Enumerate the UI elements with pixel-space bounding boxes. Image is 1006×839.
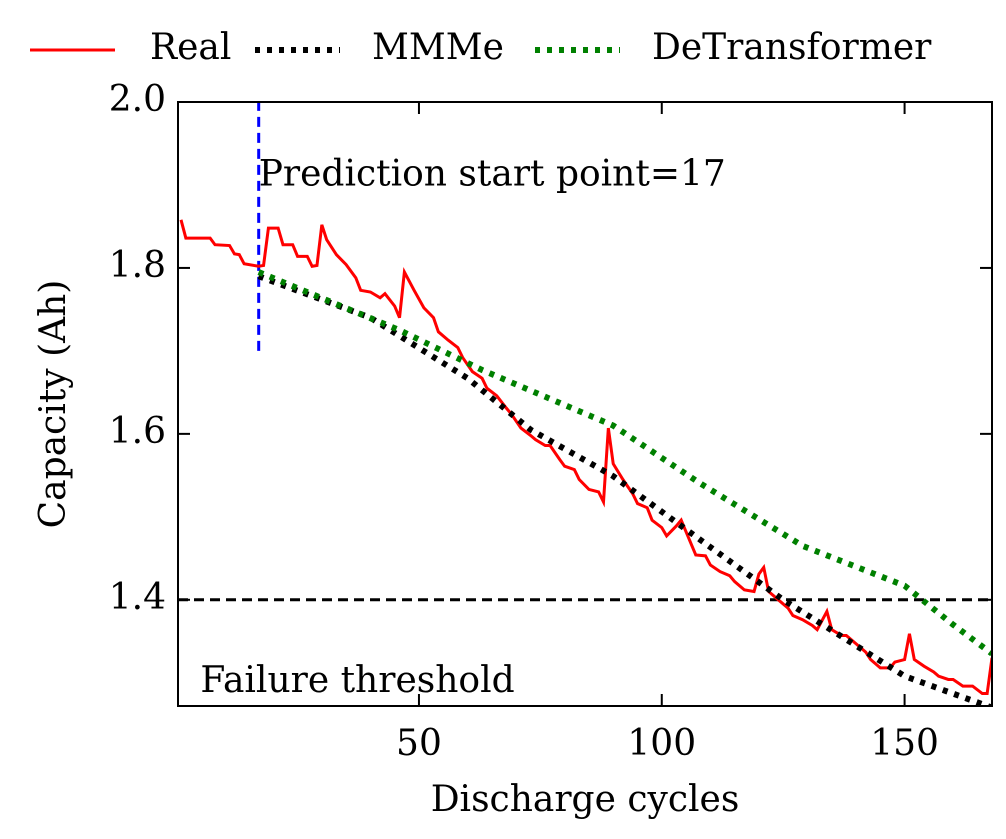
series-line xyxy=(257,273,992,706)
y-tick-label: 1.6 xyxy=(109,411,166,452)
series-line xyxy=(179,219,992,696)
legend-label: DeTransformer xyxy=(652,27,932,68)
y-tick-label: 1.4 xyxy=(109,577,166,618)
annotation: Prediction start point=17 xyxy=(259,154,726,195)
y-tick-label: 1.8 xyxy=(109,245,166,286)
y-tick-label: 2.0 xyxy=(109,79,166,120)
legend-label: Real xyxy=(150,27,231,68)
x-tick-label: 100 xyxy=(627,723,696,764)
plot-frame xyxy=(177,101,993,707)
legend-label: MMMe xyxy=(372,27,504,68)
x-tick-label: 150 xyxy=(870,723,939,764)
annotation: Failure threshold xyxy=(200,660,514,701)
y-axis-label: Capacity (Ah) xyxy=(33,280,74,529)
x-tick-label: 50 xyxy=(396,723,442,764)
x-axis-label: Discharge cycles xyxy=(431,779,740,820)
series-line xyxy=(257,269,992,657)
